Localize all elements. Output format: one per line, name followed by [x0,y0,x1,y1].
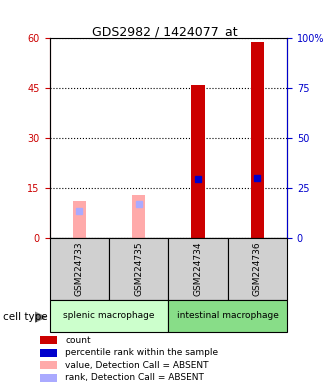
Text: value, Detection Call = ABSENT: value, Detection Call = ABSENT [65,361,209,370]
Text: cell type: cell type [3,312,48,322]
Text: splenic macrophage: splenic macrophage [63,311,155,320]
Bar [228,238,287,300]
Bar [73,202,86,238]
Bar [251,42,264,238]
Bar [132,195,145,238]
Text: GSM224735: GSM224735 [134,242,143,296]
Text: count: count [65,336,91,345]
Bar [168,300,287,332]
Bar [109,238,168,300]
Bar [40,374,57,382]
Bar [50,300,168,332]
Text: GSM224736: GSM224736 [253,242,262,296]
Text: rank, Detection Call = ABSENT: rank, Detection Call = ABSENT [65,373,204,382]
Text: GDS2982 / 1424077_at: GDS2982 / 1424077_at [92,25,238,38]
Polygon shape [35,311,47,323]
Text: percentile rank within the sample: percentile rank within the sample [65,348,218,357]
Text: GSM224733: GSM224733 [75,242,84,296]
Text: intestinal macrophage: intestinal macrophage [177,311,279,320]
Bar [168,238,228,300]
Bar [40,349,57,357]
Bar [50,238,109,300]
Text: GSM224734: GSM224734 [193,242,203,296]
Bar [40,336,57,344]
Bar [40,361,57,369]
Bar [191,85,205,238]
